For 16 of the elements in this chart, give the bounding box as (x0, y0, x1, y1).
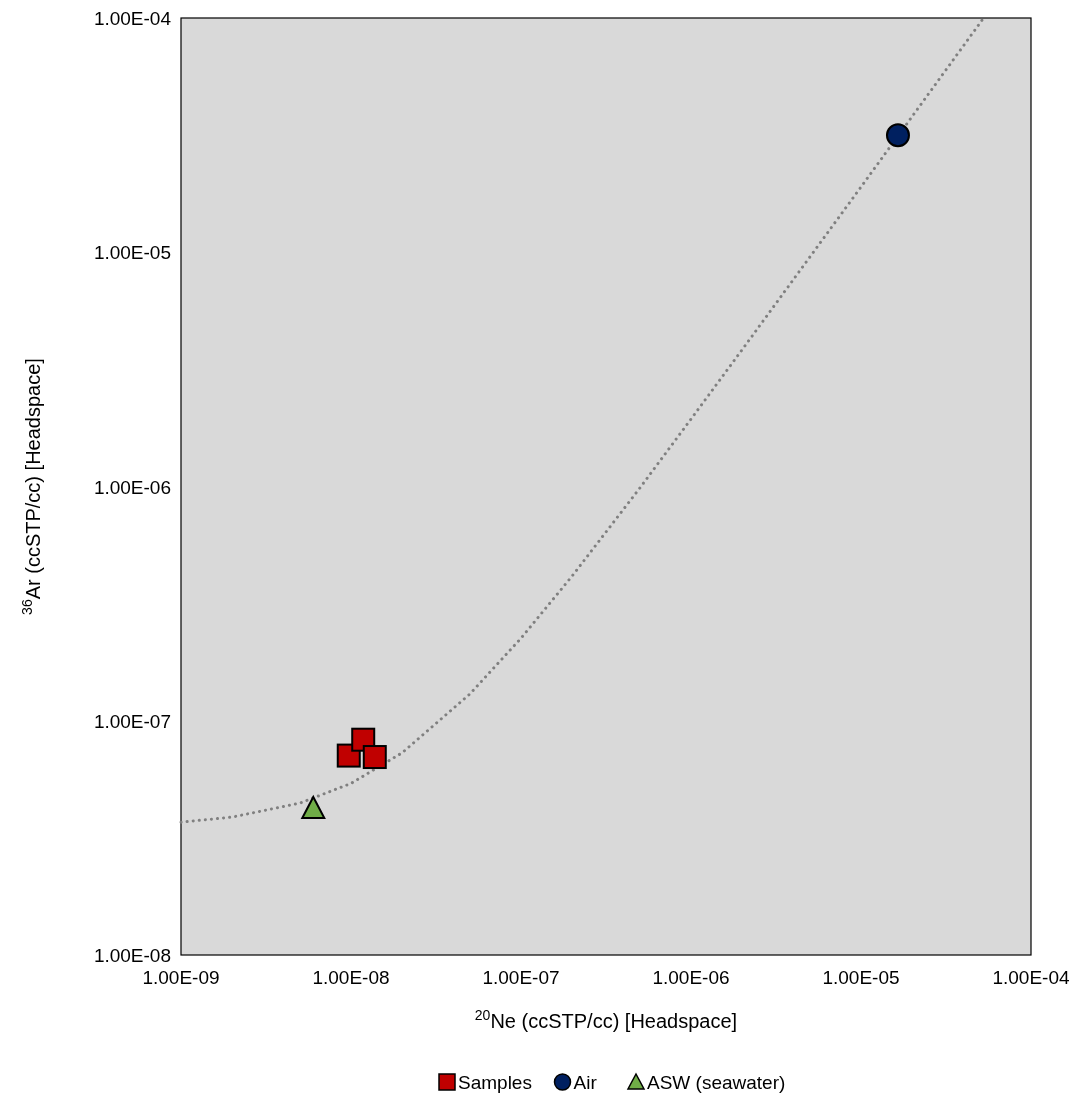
x-tick-label: 1.00E-07 (482, 967, 560, 988)
point (362, 745, 387, 770)
x-tick-label: 1.00E-04 (992, 967, 1070, 988)
y-tick-label: 1.00E-04 (93, 8, 172, 29)
x-tick-label: 1.00E-09 (142, 967, 220, 988)
x-axis-title: $^{20}$Ne (ccSTP/cc) [Headspace] (474, 1007, 738, 1032)
y-tick-label: 1.00E-05 (93, 242, 171, 264)
y-tick-label: 1.00E-06 (93, 476, 171, 498)
legend-label: Air (573, 1072, 598, 1093)
x-tick-label: 1.00E-05 (822, 967, 900, 988)
y-tick-label: 1.00E-07 (93, 710, 171, 732)
legend-label: ASW (seawater) (647, 1072, 786, 1093)
legend-label: Samples (458, 1072, 532, 1093)
y-tick-label: 1.00E-08 (93, 945, 171, 966)
x-tick-label: 1.00E-08 (312, 967, 390, 988)
x-tick-label: 1.00E-06 (652, 967, 730, 988)
